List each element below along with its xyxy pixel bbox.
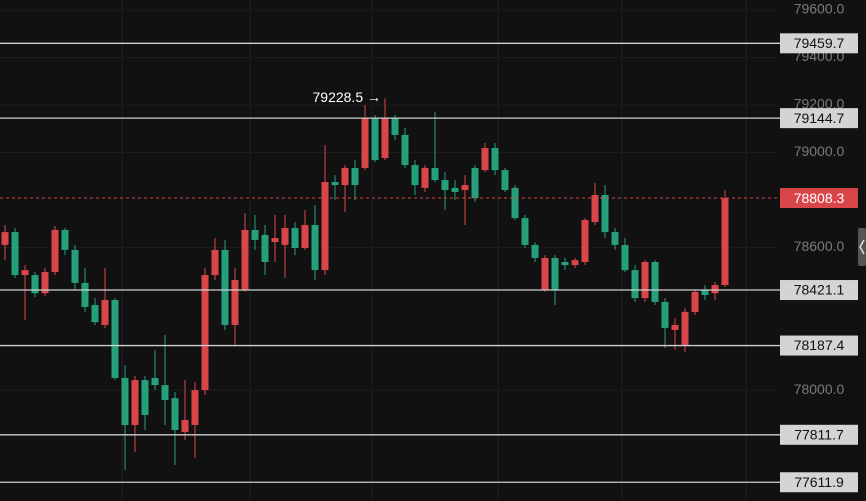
candle-body bbox=[681, 311, 689, 345]
candle-body bbox=[111, 300, 119, 378]
candle-body bbox=[21, 270, 29, 276]
candle-body bbox=[451, 187, 459, 192]
level-label-box bbox=[780, 424, 858, 445]
candle-body bbox=[361, 118, 369, 168]
candle-body bbox=[511, 187, 519, 219]
candle-body bbox=[51, 229, 59, 272]
last-price-label: 78808.3 bbox=[794, 190, 845, 206]
level-label: 79459.7 bbox=[794, 35, 845, 51]
side-tab[interactable] bbox=[858, 228, 866, 266]
candle-body bbox=[341, 167, 349, 186]
level-label: 78187.4 bbox=[794, 337, 845, 353]
candle-body bbox=[661, 301, 669, 329]
candle-body bbox=[711, 285, 719, 294]
candle-body bbox=[311, 224, 319, 271]
candle-body bbox=[381, 118, 389, 158]
level-label-box bbox=[780, 280, 858, 301]
y-tick-label: 79000.0 bbox=[794, 143, 845, 159]
level-label: 78421.1 bbox=[794, 282, 845, 298]
candle-body bbox=[411, 165, 419, 186]
y-tick-label: 79600.0 bbox=[794, 1, 845, 17]
candle-body bbox=[271, 238, 279, 243]
candle-body bbox=[131, 380, 139, 425]
candle-body bbox=[471, 167, 479, 199]
candle-body bbox=[561, 262, 569, 266]
candle-body bbox=[651, 262, 659, 302]
candle-body bbox=[691, 291, 699, 312]
candle-body bbox=[291, 228, 299, 249]
candle-body bbox=[351, 167, 359, 186]
candle-body bbox=[481, 147, 489, 171]
candle-body bbox=[581, 219, 589, 263]
candle-body bbox=[461, 185, 469, 191]
level-label-box bbox=[780, 335, 858, 356]
candle-body bbox=[531, 244, 539, 258]
candle-body bbox=[81, 282, 89, 307]
candle-body bbox=[501, 170, 509, 191]
candle-body bbox=[141, 380, 149, 416]
candle-body bbox=[161, 385, 169, 401]
candle-body bbox=[441, 180, 449, 191]
candle-body bbox=[41, 271, 49, 294]
candle-body bbox=[11, 232, 19, 276]
candle-body bbox=[491, 147, 499, 171]
candle-body bbox=[551, 257, 559, 291]
candle-body bbox=[601, 195, 609, 233]
candle-body bbox=[171, 398, 179, 430]
candle-body bbox=[121, 377, 129, 425]
candle-body bbox=[61, 229, 69, 250]
candle-body bbox=[191, 390, 199, 425]
candle-body bbox=[701, 290, 709, 296]
candle-body bbox=[431, 167, 439, 181]
candle-body bbox=[201, 275, 209, 391]
y-tick-label: 78600.0 bbox=[794, 238, 845, 254]
candle-body bbox=[421, 167, 429, 188]
candle-body bbox=[391, 118, 399, 135]
candle-body bbox=[401, 134, 409, 166]
candle-body bbox=[571, 260, 579, 266]
candle-body bbox=[71, 249, 79, 283]
candle-body bbox=[211, 249, 219, 276]
candle-body bbox=[281, 228, 289, 245]
candle-body bbox=[151, 377, 159, 386]
side-tab-arrow bbox=[859, 239, 865, 255]
candle-body bbox=[641, 262, 649, 299]
candle-body bbox=[221, 249, 229, 325]
candle-body bbox=[101, 300, 109, 325]
level-label: 79144.7 bbox=[794, 110, 845, 126]
candle-body bbox=[521, 218, 529, 245]
candle-body bbox=[631, 270, 639, 299]
candle-body bbox=[1, 232, 9, 245]
candle-body bbox=[231, 280, 239, 325]
last-price-box bbox=[780, 188, 858, 209]
level-label-box bbox=[780, 33, 858, 54]
candle-body bbox=[611, 232, 619, 245]
candle-body bbox=[301, 224, 309, 249]
candle-body bbox=[241, 229, 249, 291]
candle-body bbox=[261, 234, 269, 263]
level-label-box bbox=[780, 472, 858, 493]
candle-body bbox=[721, 198, 729, 286]
candle-body bbox=[91, 305, 99, 323]
candle-body bbox=[541, 257, 549, 291]
candle-body bbox=[371, 118, 379, 161]
candle-body bbox=[671, 324, 679, 330]
y-tick-label: 78000.0 bbox=[794, 381, 845, 397]
level-label: 77611.9 bbox=[794, 474, 844, 490]
level-label: 77811.7 bbox=[794, 426, 844, 442]
candle-body bbox=[331, 181, 339, 186]
candle-body bbox=[31, 275, 39, 294]
candle-body bbox=[251, 229, 259, 240]
candle-body bbox=[621, 244, 629, 271]
candle-body bbox=[321, 181, 329, 271]
y-tick-label: 79200.0 bbox=[794, 96, 845, 112]
candle-body bbox=[181, 419, 189, 433]
level-label-box bbox=[780, 108, 858, 129]
candle-body bbox=[591, 195, 599, 223]
max-marker-label: 79228.5 → bbox=[313, 89, 382, 105]
